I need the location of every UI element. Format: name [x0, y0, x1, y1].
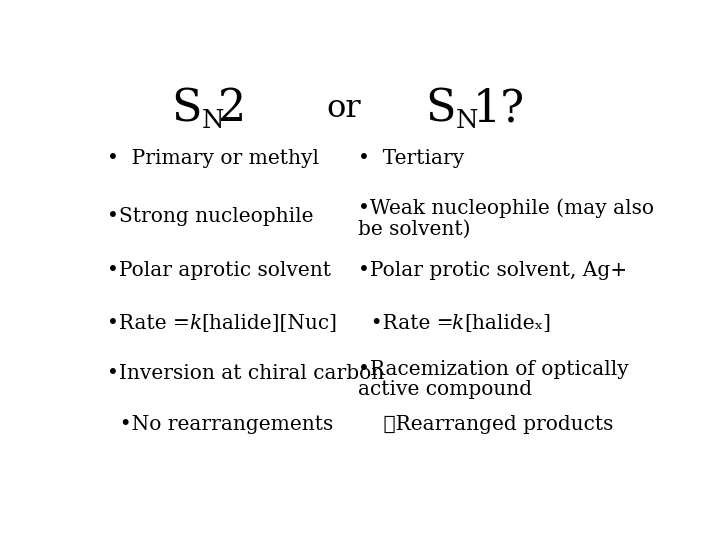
Text: active compound: active compound — [358, 381, 532, 400]
Text: •  Tertiary: • Tertiary — [358, 149, 464, 168]
Text: •Polar protic solvent, Ag+: •Polar protic solvent, Ag+ — [358, 261, 627, 280]
Text: or: or — [327, 93, 361, 124]
Text: k: k — [451, 314, 464, 333]
Text: •Polar aprotic solvent: •Polar aprotic solvent — [107, 261, 330, 280]
Text: [halide][Nuc]: [halide][Nuc] — [202, 314, 338, 333]
Text: •Rate =: •Rate = — [358, 314, 460, 333]
Text: S: S — [425, 87, 455, 130]
Text: 1?: 1? — [472, 87, 524, 130]
Text: N: N — [456, 107, 478, 133]
Text: k: k — [189, 314, 202, 333]
Text: •  Primary or methyl: • Primary or methyl — [107, 149, 319, 168]
Text: •Rate =: •Rate = — [107, 314, 196, 333]
Text: N: N — [202, 107, 224, 133]
Text: •Weak nucleophile (may also: •Weak nucleophile (may also — [358, 198, 654, 218]
Text: •No rearrangements: •No rearrangements — [107, 415, 333, 434]
Text: S: S — [171, 87, 202, 130]
Text: be solvent): be solvent) — [358, 220, 470, 239]
Text: [halideₓ]: [halideₓ] — [464, 314, 551, 333]
Text: 2: 2 — [218, 87, 246, 130]
Text: •Racemization of optically: •Racemization of optically — [358, 360, 629, 379]
Text: ➢Rearranged products: ➢Rearranged products — [358, 415, 613, 434]
Text: •Strong nucleophile: •Strong nucleophile — [107, 207, 313, 226]
Text: •Inversion at chiral carbon: •Inversion at chiral carbon — [107, 364, 384, 383]
